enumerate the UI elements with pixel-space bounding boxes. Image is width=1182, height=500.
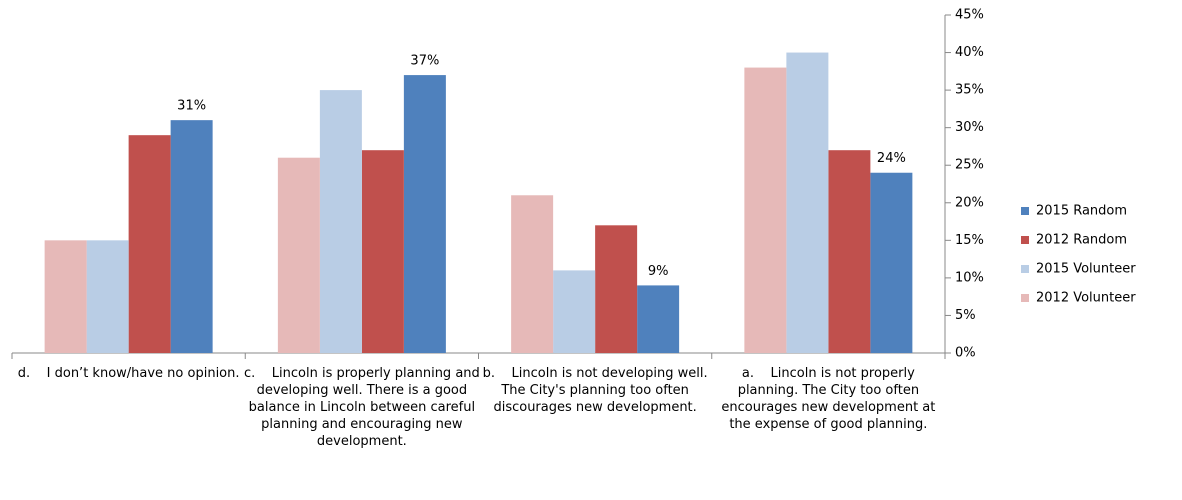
- y-tick-label: 15%: [955, 233, 984, 248]
- bar: [128, 135, 171, 353]
- bar: [319, 90, 362, 353]
- y-tick-label: 40%: [955, 45, 984, 60]
- y-tick-label: 25%: [955, 158, 984, 173]
- legend-label: 2015 Volunteer: [1036, 262, 1136, 277]
- bar: [44, 240, 87, 353]
- bar: [511, 195, 554, 353]
- legend-swatch: [1021, 265, 1029, 273]
- x-tick-label: c. Lincoln is properly planning and deve…: [243, 366, 484, 449]
- x-tick-label: a. Lincoln is not properly planning. The…: [721, 366, 940, 432]
- bar: [744, 67, 787, 354]
- legend-swatch: [1021, 236, 1029, 244]
- data-label: 31%: [177, 99, 206, 114]
- bar: [553, 270, 596, 353]
- bar: [786, 52, 829, 354]
- y-tick-label: 10%: [955, 270, 984, 285]
- x-tick-label: d. I don’t know/have no opinion.: [17, 366, 240, 381]
- data-label: 24%: [877, 151, 906, 166]
- legend-label: 2015 Random: [1036, 204, 1127, 219]
- y-tick-label: 5%: [955, 308, 976, 323]
- bar: [828, 150, 871, 353]
- bar: [637, 285, 680, 353]
- bar: [86, 240, 129, 353]
- legend-swatch: [1021, 207, 1029, 215]
- bar: [277, 157, 320, 353]
- legend-label: 2012 Volunteer: [1036, 291, 1136, 306]
- legend-swatch: [1021, 294, 1029, 302]
- y-tick-label: 45%: [955, 8, 984, 23]
- y-tick-label: 20%: [955, 195, 984, 210]
- legend-label: 2012 Random: [1036, 233, 1127, 248]
- y-tick-label: 35%: [955, 83, 984, 98]
- data-label: 9%: [648, 264, 669, 279]
- y-tick-label: 0%: [955, 346, 976, 361]
- bar: [361, 150, 404, 353]
- data-label: 37%: [410, 54, 439, 69]
- bar: [595, 225, 638, 353]
- y-tick-label: 30%: [955, 120, 984, 135]
- x-tick-label: b. Lincoln is not developing well. The C…: [482, 366, 712, 415]
- bar: [170, 120, 213, 354]
- bar: [870, 172, 913, 353]
- bar: [403, 75, 446, 353]
